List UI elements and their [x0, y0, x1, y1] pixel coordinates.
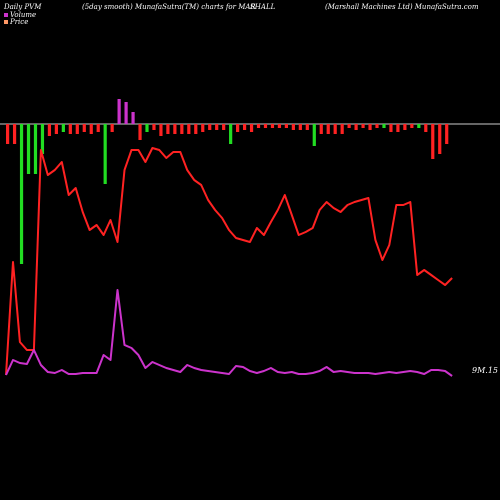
legend-price-label: Price	[9, 18, 28, 26]
header-left: Daily PVM	[3, 3, 42, 11]
volume-bar	[26, 124, 31, 174]
legend-volume-swatch	[4, 13, 8, 17]
volume-bar	[110, 124, 114, 132]
volume-bar	[6, 124, 10, 144]
volume-bar	[194, 124, 198, 134]
volume-bar	[236, 124, 240, 132]
volume-bar	[166, 124, 170, 134]
volume-bar	[54, 124, 58, 134]
volume-series-line	[5, 289, 453, 377]
volume-bar	[438, 124, 442, 154]
volume-bar	[19, 124, 24, 264]
volume-bars	[6, 99, 449, 264]
volume-bar	[417, 124, 421, 128]
volume-bar	[305, 124, 309, 130]
volume-bar	[319, 124, 323, 134]
volume-bar	[33, 124, 38, 174]
volume-bar	[431, 124, 435, 159]
volume-line-group	[5, 289, 453, 377]
volume-bar	[215, 124, 219, 130]
volume-bar	[326, 124, 330, 134]
volume-bar	[340, 124, 344, 134]
volume-bar	[382, 124, 386, 128]
volume-bar	[12, 124, 17, 144]
volume-bar	[256, 124, 261, 128]
legend-volume-label: Volume	[10, 11, 36, 19]
volume-bar	[138, 124, 142, 140]
price-line-group	[5, 147, 453, 376]
volume-bar	[368, 124, 372, 130]
volume-bar	[396, 124, 400, 132]
volume-bar	[40, 124, 45, 154]
volume-bar	[284, 124, 288, 128]
volume-bar	[222, 124, 226, 130]
volume-bar	[354, 124, 358, 130]
volume-bar	[124, 102, 128, 124]
volume-bar	[173, 124, 177, 134]
volume-bar	[61, 124, 65, 132]
volume-bar	[312, 124, 316, 146]
header-right: (Marshall Machines Ltd) MunafaSutra.com	[325, 3, 479, 11]
volume-bar	[201, 124, 205, 132]
volume-bar	[277, 124, 282, 128]
volume-bar	[152, 124, 156, 130]
volume-bar	[291, 124, 295, 130]
header-center-left: (5day smooth) MunafaSutra(TM) charts for…	[82, 3, 256, 11]
volume-bar	[229, 124, 233, 144]
volume-bar	[131, 112, 135, 124]
volume-bar	[270, 124, 275, 128]
legend-price-swatch	[4, 20, 8, 24]
volume-bar	[117, 99, 121, 124]
volume-bar	[249, 124, 254, 132]
header-center-right: SHALL	[250, 3, 276, 11]
volume-bar	[75, 124, 79, 134]
last-volume-label: 9M.15	[472, 366, 498, 375]
volume-bar	[208, 124, 212, 130]
volume-bar	[68, 124, 72, 134]
volume-bar	[347, 124, 351, 128]
volume-bar	[103, 124, 107, 184]
volume-bar	[333, 124, 337, 134]
volume-bar	[263, 124, 268, 128]
volume-bar	[361, 124, 365, 128]
volume-bar	[424, 124, 428, 132]
volume-bar	[242, 124, 247, 130]
volume-bar	[389, 124, 393, 132]
volume-bar	[180, 124, 184, 134]
volume-bar	[410, 124, 414, 128]
volume-bar	[82, 124, 86, 132]
price-series-line	[5, 147, 453, 376]
volume-bar	[145, 124, 149, 132]
volume-bar	[403, 124, 407, 130]
volume-bar	[445, 124, 449, 144]
volume-bar	[375, 124, 379, 128]
volume-bar	[89, 124, 93, 134]
volume-bar	[187, 124, 191, 134]
volume-bar	[159, 124, 163, 136]
volume-bar	[47, 124, 52, 136]
volume-bar	[298, 124, 302, 130]
volume-bar	[96, 124, 100, 132]
